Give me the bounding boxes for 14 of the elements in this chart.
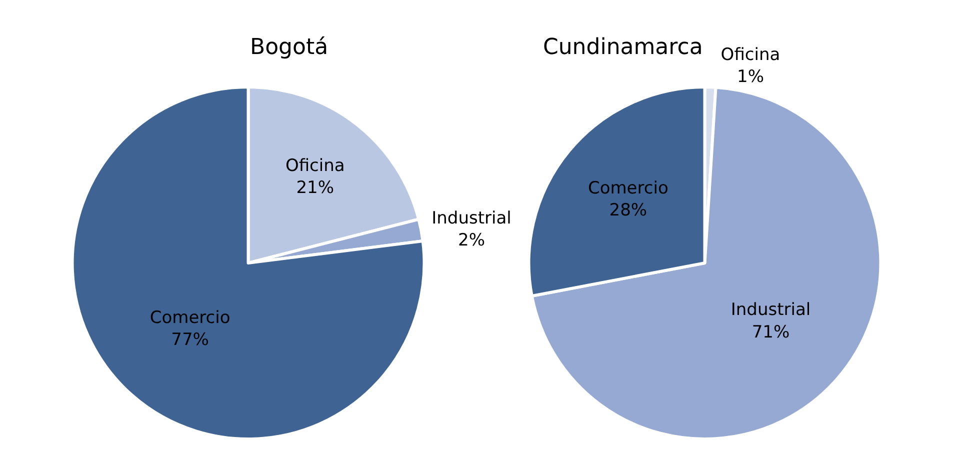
data-label: 21% xyxy=(296,178,334,198)
data-label: 2% xyxy=(458,230,485,250)
slice-label: Comercio xyxy=(150,308,230,328)
data-label: 77% xyxy=(171,330,209,350)
chart-title: Bogotá xyxy=(250,35,328,60)
chart-title: Cundinamarca xyxy=(543,35,703,60)
slice-label: Oficina xyxy=(720,45,780,66)
data-label: 1% xyxy=(736,67,764,88)
data-label: 71% xyxy=(752,322,790,342)
slice-label: Industrial xyxy=(432,208,512,228)
data-label: 28% xyxy=(609,200,648,221)
slice-label: Comercio xyxy=(588,178,668,199)
slice-label: Oficina xyxy=(285,156,345,176)
slice-label: Industrial xyxy=(730,300,811,320)
